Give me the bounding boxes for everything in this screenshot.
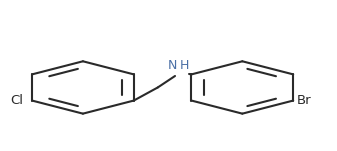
Text: Cl: Cl [11, 94, 24, 107]
Text: H: H [180, 59, 190, 72]
Text: N: N [167, 59, 177, 72]
Text: Br: Br [297, 94, 311, 107]
